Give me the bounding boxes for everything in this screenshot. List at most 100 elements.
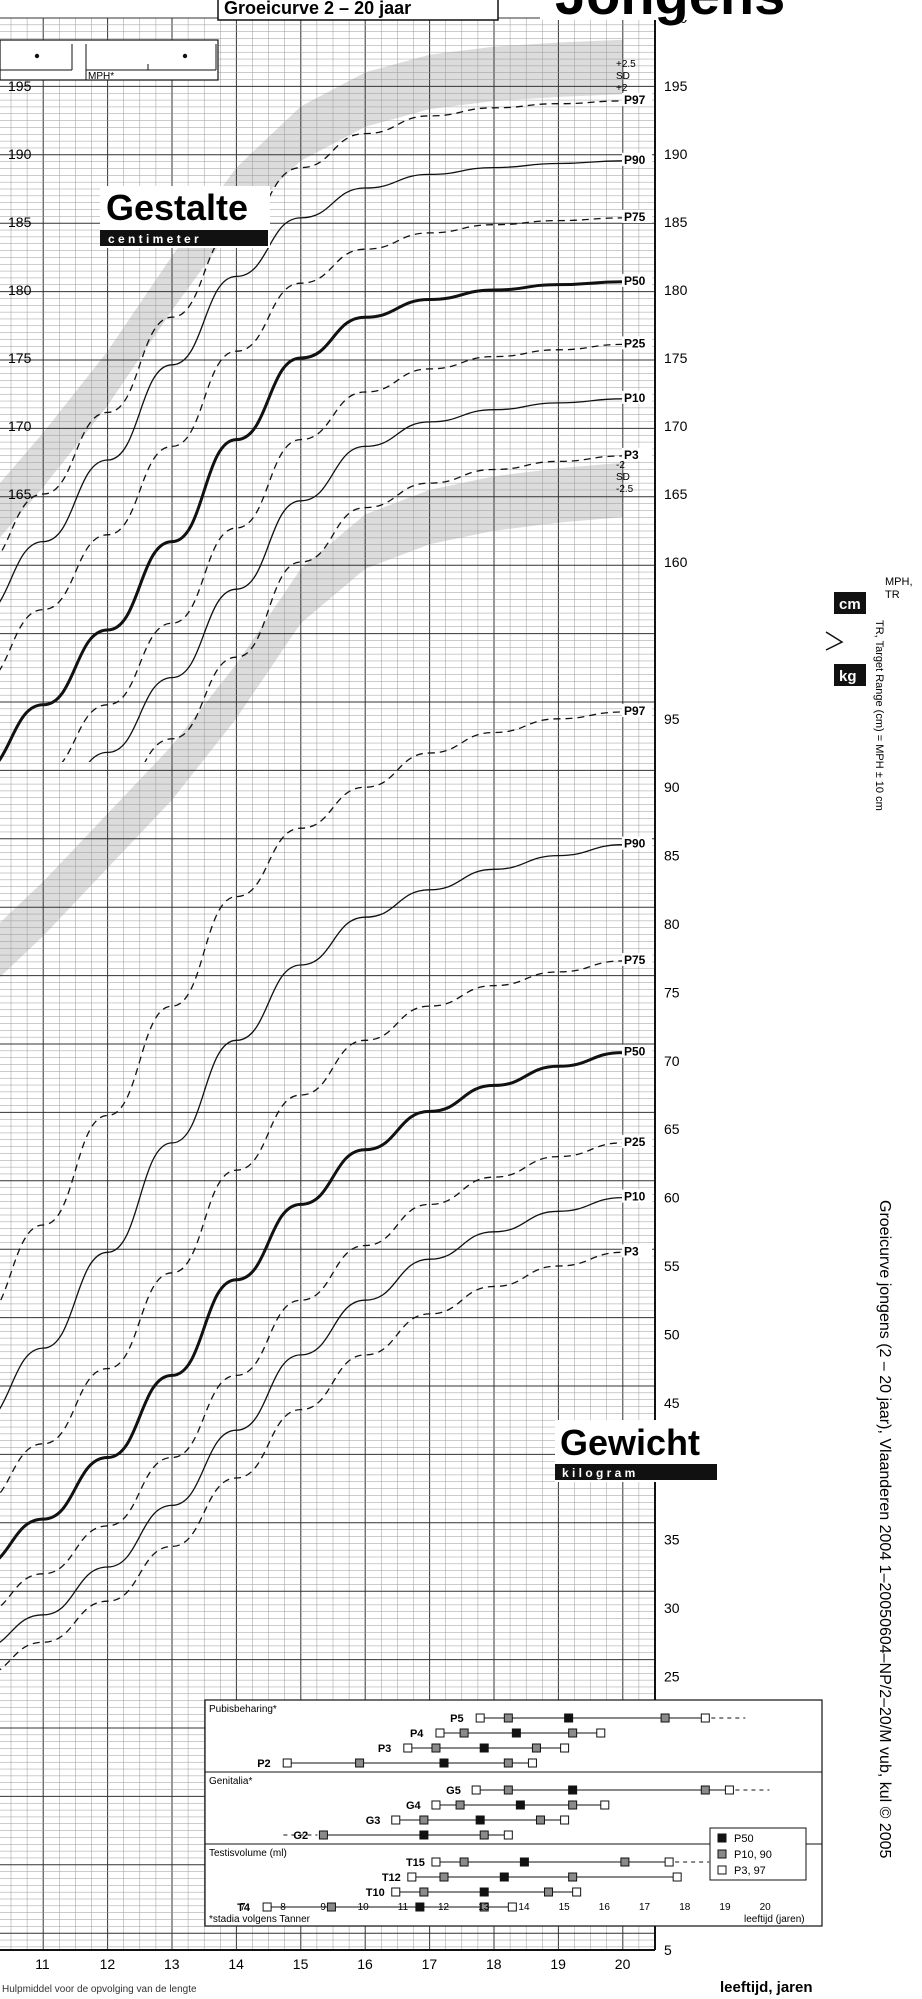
tanner-row-label: G3	[366, 1815, 381, 1827]
age-tick-label: 14	[228, 1956, 244, 1972]
tanner-marker-p90	[503, 1758, 513, 1768]
tanner-row-label: T10	[366, 1887, 385, 1899]
tanner-marker-p97	[507, 1902, 517, 1912]
weight-label-p97: P97	[624, 704, 646, 718]
height-curve-p90	[0, 160, 623, 603]
gestalte-unit-bar	[100, 230, 268, 246]
tanner-marker-p90	[479, 1902, 489, 1912]
weight-label-bg-p75	[622, 952, 652, 966]
weight-curve-p25	[0, 1142, 623, 1608]
weight-curve-p75	[0, 960, 623, 1495]
kg-badge-text: kg	[839, 668, 857, 685]
tanner-marker-p97	[672, 1872, 682, 1882]
height-label-bg-p75	[622, 209, 652, 223]
weight-tick-label: 75	[664, 984, 680, 1000]
tanner-tick-label: 12	[438, 1902, 450, 1913]
gewicht-title: Gewicht	[560, 1422, 700, 1463]
tanner-marker-p97	[560, 1815, 570, 1825]
tanner-marker-p90	[568, 1872, 578, 1882]
tanner-legend-swatch	[717, 1865, 727, 1875]
tanner-marker-p90	[535, 1815, 545, 1825]
tanner-marker-p10	[419, 1815, 429, 1825]
tanner-marker-p10	[459, 1728, 469, 1738]
height-tick-label: 185	[664, 214, 688, 230]
height-tick-label-left: 175	[8, 350, 32, 366]
tanner-marker-p50	[475, 1815, 485, 1825]
weight-label-p10: P10	[624, 1190, 646, 1204]
tanner-marker-p97	[572, 1887, 582, 1897]
subtitle-box	[217, 0, 499, 21]
tanner-marker-p90	[620, 1857, 630, 1867]
tanner-marker-p90	[479, 1830, 489, 1840]
weight-label-p50: P50	[624, 1045, 646, 1059]
weight-label-p90: P90	[624, 837, 646, 851]
height-tick-label-left: 185	[8, 214, 32, 230]
sd-label: SD	[616, 472, 630, 483]
tanner-marker-p50	[515, 1800, 525, 1810]
weight-curve-p3	[0, 1251, 623, 1671]
age-tick-label: 16	[357, 1956, 373, 1972]
tanner-row-label: T4	[237, 1902, 251, 1914]
tanner-marker-p97	[527, 1758, 537, 1768]
weight-tick-label: 45	[664, 1395, 680, 1411]
height-label-bg-p50	[622, 273, 652, 287]
tanner-marker-p10	[503, 1785, 513, 1795]
tanner-marker-p97	[724, 1785, 734, 1795]
tanner-tick-label: 14	[518, 1902, 530, 1913]
side-unit-line-1: MPH,	[885, 576, 913, 588]
tanner-marker-p90	[660, 1713, 670, 1723]
tanner-marker-p10	[326, 1902, 336, 1912]
sd-band-upper	[0, 39, 623, 538]
tanner-marker-p3	[391, 1815, 401, 1825]
weight-tick-label: 80	[664, 916, 680, 932]
tanner-tick-label: 17	[639, 1902, 651, 1913]
weight-tick-label: 65	[664, 1121, 680, 1137]
weight-curve-p50	[0, 1051, 623, 1560]
weight-label-p3: P3	[624, 1244, 639, 1258]
height-label-p75: P75	[624, 210, 646, 224]
gestalte-title: Gestalte	[106, 187, 248, 228]
tanner-section-label: Genitalia*	[209, 1776, 252, 1787]
tanner-marker-p10	[503, 1713, 513, 1723]
tanner-marker-p3	[471, 1785, 481, 1795]
height-label-bg-p25	[622, 336, 652, 350]
tanner-tick-label: 13	[478, 1902, 490, 1913]
tanner-marker-p50	[564, 1713, 574, 1723]
height-tick-label: 165	[664, 486, 688, 502]
tanner-section-label: Pubisbeharing*	[209, 1704, 277, 1715]
gestalte-unit: c e n t i m e t e r	[108, 232, 199, 246]
sd-band-lower	[0, 462, 623, 978]
age-tick-label: 13	[164, 1956, 180, 1972]
tanner-marker-p90	[544, 1887, 554, 1897]
tr-note: TR, Target Range (cm) = MPH ± 10 cm	[873, 620, 885, 811]
gewicht-unit: k i l o g r a m	[562, 1466, 635, 1480]
tanner-marker-p3	[407, 1872, 417, 1882]
height-tick-label: 170	[664, 418, 688, 434]
weight-tick-label: 95	[664, 711, 680, 727]
tanner-note: *stadia volgens Tanner	[209, 1914, 311, 1925]
age-tick-label: 18	[486, 1956, 502, 1972]
title-box	[540, 0, 830, 20]
tanner-row-label: P3	[378, 1743, 391, 1755]
mph-dot-1	[34, 53, 40, 59]
age-tick-label: 11	[35, 1956, 50, 1972]
tanner-marker-p3	[403, 1743, 413, 1753]
height-tick-label-left: 190	[8, 146, 32, 162]
tanner-marker-p97	[664, 1857, 674, 1867]
tanner-marker-p90	[700, 1785, 710, 1795]
tanner-marker-p90	[568, 1728, 578, 1738]
sd-label: -2.5	[616, 484, 634, 495]
tanner-tick-label: 15	[559, 1902, 571, 1913]
tanner-marker-p10	[419, 1887, 429, 1897]
height-label-bg-p97	[622, 92, 652, 106]
tanner-legend-swatch	[717, 1833, 727, 1843]
weight-label-bg-p25	[622, 1134, 652, 1148]
tanner-row-label: G4	[406, 1800, 422, 1812]
weight-tick-label: 55	[664, 1258, 680, 1274]
weight-label-bg-p97	[622, 703, 652, 717]
tanner-row-label: P4	[410, 1728, 424, 1740]
tanner-marker-p97	[600, 1800, 610, 1810]
sd-label: -2	[616, 460, 625, 471]
height-tick-label-left: 195	[8, 78, 32, 94]
